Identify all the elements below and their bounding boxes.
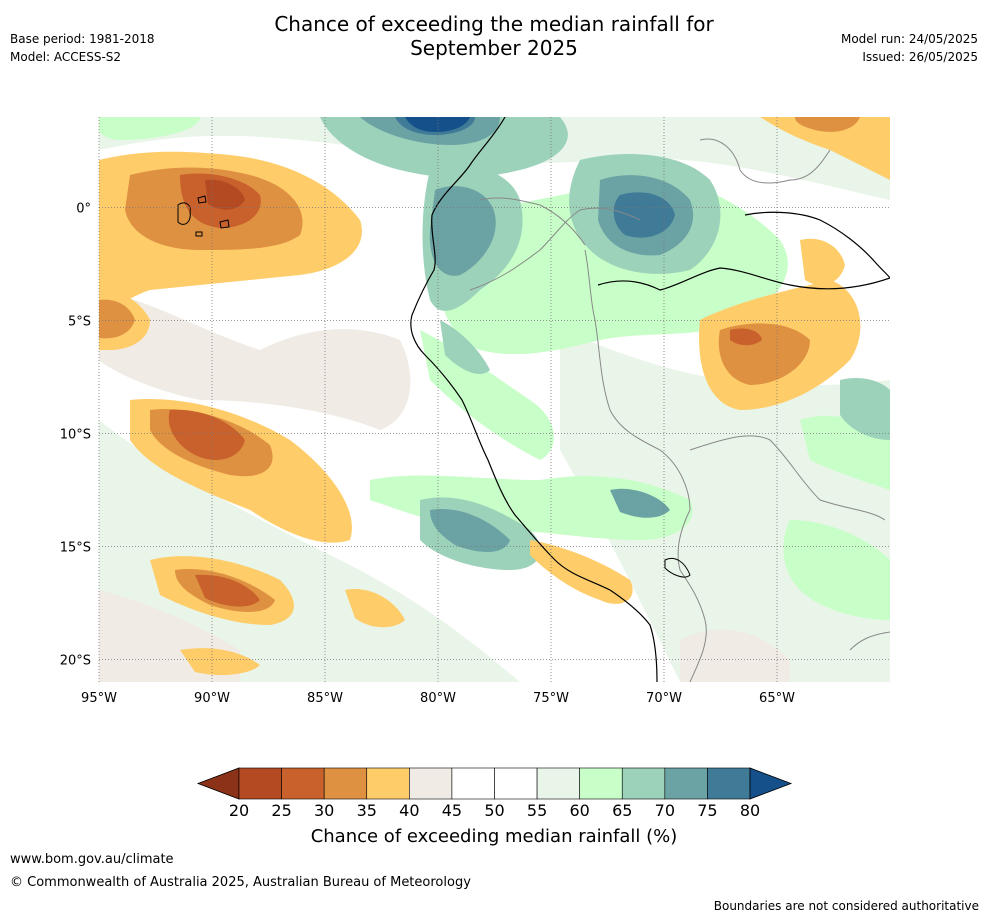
border-east [849,631,890,651]
title-line-1: Chance of exceeding the median rainfall … [274,12,714,36]
footer-disclaimer: Boundaries are not considered authoritat… [713,899,979,913]
region-70-75-peru [430,509,510,552]
colorbar-tick-label: 20 [229,801,249,820]
region-45-55-southeast [680,629,790,682]
region-60-65-nw [99,117,200,140]
region-70-75-coast [429,186,496,276]
meta-left: Base period: 1981-2018 Model: ACCESS-S2 [10,30,155,66]
region-35-40-sw2 [345,589,405,628]
lon-tick-label: 95°W [81,691,117,706]
colorbar-swatch [451,767,495,800]
region-30-35-ne [795,117,860,132]
model-text: Model: ACCESS-S2 [10,50,122,64]
colorbar-tick-label: 35 [357,801,377,820]
region-45-55-offshore [99,290,411,430]
region-75-80-amazon [613,192,675,238]
lon-tick-label: 80°W [420,691,456,706]
colorbar-tick-label: 55 [527,801,547,820]
model-run-text: Model run: 24/05/2025 [840,32,978,46]
coastline-north-amazon [597,267,890,291]
colorbar-swatch [323,767,368,800]
lake-titicaca [664,557,691,578]
map-title: Chance of exceeding the median rainfall … [0,12,988,60]
region-35-40-ne2 [800,238,845,285]
border-colombia-peru [469,207,641,291]
region-20-25-galapagos [205,179,245,210]
colorbar-label: Chance of exceeding median rainfall (%) [310,826,678,847]
colorbar-tick-label: 40 [399,801,419,820]
meta-right: Model run: 24/05/2025 Issued: 26/05/2025 [841,30,978,66]
title-line-2: September 2025 [410,36,578,60]
colorbar: 20 25 30 35 40 45 50 55 60 65 70 75 80 [196,767,793,820]
region-65-70-andes [440,320,490,375]
colorbar-swatch [707,767,751,800]
lon-tick-label: 75°W [533,691,569,706]
region-25-30-southwest [168,409,245,460]
base-period-text: Base period: 1981-2018 [10,32,155,46]
border-venezuela [699,138,831,184]
coastlines [177,117,890,682]
lon-tick-label: 65°W [759,691,795,706]
colorbar-swatch [409,767,453,800]
footer-url: www.bom.gov.au/climate [10,852,174,867]
colorbar-swatch [366,767,410,800]
lat-tick-label: 10°S [60,427,91,442]
region-60-65-se [783,520,890,620]
region-65-70-north [320,117,568,178]
colorbar-swatch [494,767,538,800]
colorbar-tick-label: 30 [314,801,334,820]
region-over-80-north [405,117,470,132]
tick-labels: 95°W 90°W 85°W 80°W 75°W 70°W 65°W 0° 5°S 10°S 15°… [60,201,795,706]
region-25-30-east [730,328,762,346]
colorbar-swatch [664,767,708,800]
colorbar-over-arrow [749,767,793,800]
border-ecuador [479,197,586,246]
coastline-south-america [410,117,658,682]
map-field [99,117,890,682]
lon-tick-label: 70°W [646,691,682,706]
footer-copyright: © Commonwealth of Australia 2025, Austra… [10,875,471,890]
lon-tick-label: 90°W [194,691,230,706]
region-70-75-brazil [610,488,670,518]
lat-tick-label: 15°S [60,540,91,555]
colorbar-swatch [579,767,623,800]
border-brazil-bolivia [689,435,886,521]
region-25-30-south [195,574,260,607]
colorbar-swatch [281,767,325,800]
lat-tick-label: 5°S [68,314,91,329]
lon-tick-label: 85°W [307,691,343,706]
lat-tick-label: 0° [76,201,91,216]
region-65-70-east [840,378,890,440]
colorbar-tick-label: 75 [697,801,717,820]
region-35-40-ne [760,117,890,180]
colorbar-tick-label: 50 [484,801,504,820]
galapagos-islands [177,195,230,237]
colorbar-tick-label: 80 [740,801,760,820]
region-35-40-south2 [180,648,260,676]
coastline-northeast [744,211,890,279]
colorbar-tick-label: 45 [442,801,462,820]
colorbar-swatch [621,767,666,800]
gridlines [98,117,890,682]
lat-tick-label: 20°S [60,653,91,668]
region-30-35-west [99,299,135,339]
border-bolivia [677,509,707,682]
colorbar-swatch [536,767,580,800]
border-peru-brazil [584,249,691,511]
colorbar-tick-label: 60 [569,801,589,820]
colorbar-tick-label: 70 [655,801,675,820]
region-55-60-south [99,420,520,682]
colorbar-tick-label: 65 [612,801,632,820]
colorbar-under-arrow [196,767,240,800]
colorbar-swatch [238,767,282,800]
colorbar-tick-label: 25 [271,801,291,820]
issued-text: Issued: 26/05/2025 [862,50,978,64]
